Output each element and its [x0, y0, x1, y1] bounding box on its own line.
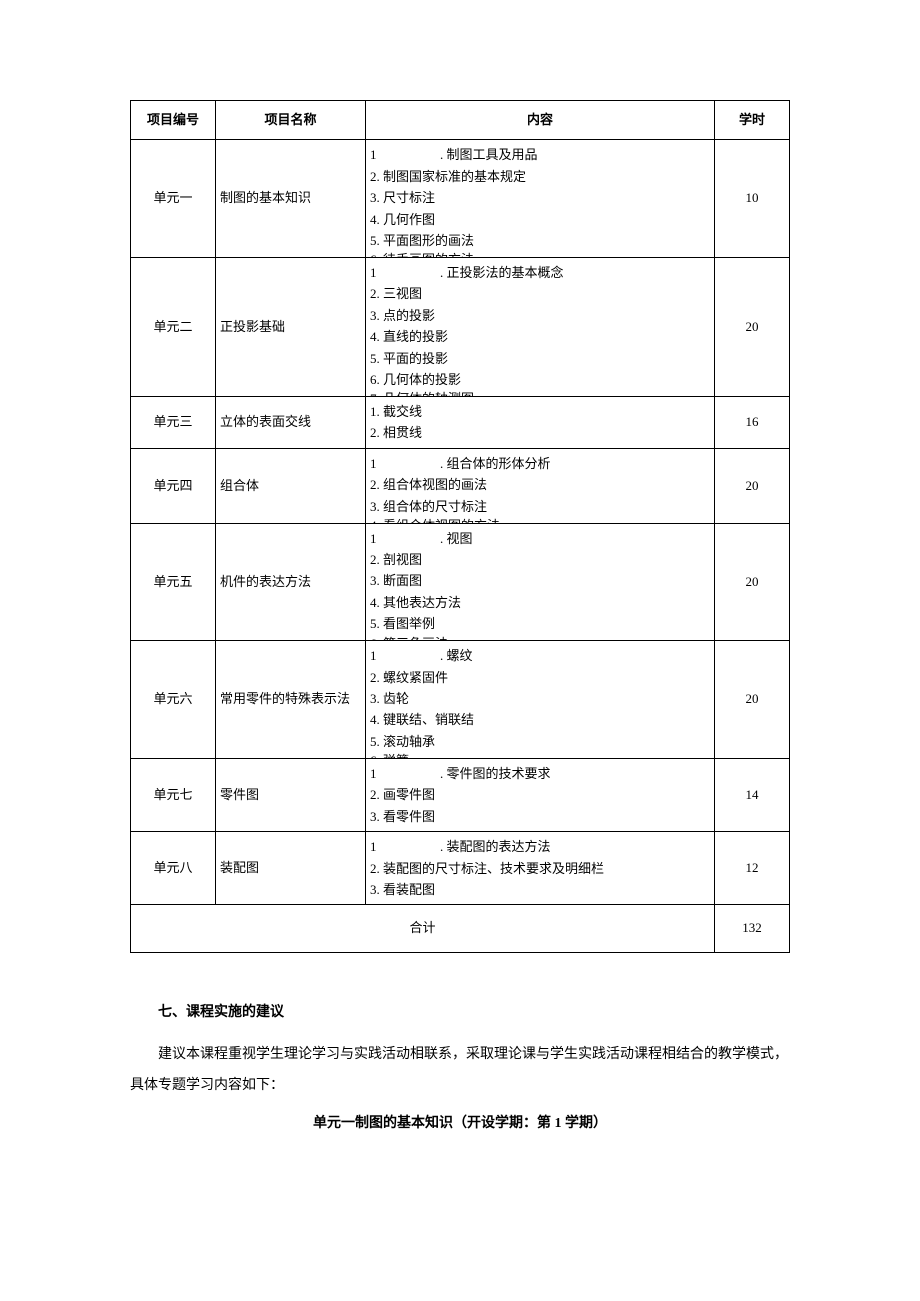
table-row: 单元五机件的表达方法1. 视图 2. 剖视图3. 断面图4. 其他表达方法5. 看…	[131, 523, 790, 641]
content-line: 2. 画零件图	[370, 784, 710, 805]
table-row: 单元八装配图1. 装配图的表达方法 2. 装配图的尺寸标注、技术要求及明细栏3. …	[131, 832, 790, 905]
cell-hours: 10	[715, 140, 790, 258]
content-first-num: 1	[370, 528, 440, 549]
center-heading: 单元一制图的基本知识（开设学期：第 1 学期）	[130, 1114, 790, 1134]
cell-name: 装配图	[216, 832, 366, 905]
content-first-num: 1	[370, 262, 440, 283]
content-line: 5. 看图举例	[370, 613, 710, 634]
content-line: 4. 几何作图	[370, 209, 710, 230]
header-content: 内容	[366, 101, 715, 140]
content-line: 2. 三视图	[370, 283, 710, 304]
header-unit: 项目编号	[131, 101, 216, 140]
table-row: 单元四组合体1. 组合体的形体分析 2. 组合体视图的画法3. 组合体的尺寸标注4…	[131, 448, 790, 523]
cell-total-label: 合计	[131, 905, 715, 952]
content-line: 2. 制图国家标准的基本规定	[370, 166, 710, 187]
table-row: 单元一制图的基本知识1. 制图工具及用品 2. 制图国家标准的基本规定3. 尺寸标…	[131, 140, 790, 258]
content-line: 1. 截交线	[370, 401, 710, 422]
content-overflow-line: 7. 几何体的轴测图	[370, 388, 710, 396]
cell-content: 1. 零件图的技术要求 2. 画零件图3. 看零件图	[366, 758, 715, 831]
content-first-num: 1	[370, 645, 440, 666]
cell-unit: 单元三	[131, 396, 216, 448]
content-line: 2. 螺纹紧固件	[370, 667, 710, 688]
table-row: 单元三立体的表面交线1. 截交线2. 相贯线16	[131, 396, 790, 448]
content-overflow-line: 4. 看组合体视图的方法	[370, 515, 710, 523]
cell-unit: 单元八	[131, 832, 216, 905]
content-line: 6. 几何体的投影	[370, 369, 710, 390]
cell-hours: 20	[715, 257, 790, 396]
content-line: 4. 直线的投影	[370, 326, 710, 347]
cell-unit: 单元一	[131, 140, 216, 258]
content-line: 3. 看装配图	[370, 879, 710, 900]
content-first-text: . 正投影法的基本概念	[440, 265, 564, 280]
content-line: 3. 齿轮	[370, 688, 710, 709]
content-first-num: 1	[370, 144, 440, 165]
cell-content: 1. 组合体的形体分析 2. 组合体视图的画法3. 组合体的尺寸标注4. 看组合体…	[366, 448, 715, 523]
content-line: 2. 相贯线	[370, 422, 710, 443]
content-first-text: . 组合体的形体分析	[440, 456, 551, 471]
content-line: 5. 平面的投影	[370, 348, 710, 369]
content-first-text: . 零件图的技术要求	[440, 766, 551, 781]
content-line: 2. 装配图的尺寸标注、技术要求及明细栏	[370, 858, 710, 879]
content-line: 3. 组合体的尺寸标注	[370, 496, 710, 517]
content-line: 3. 尺寸标注	[370, 187, 710, 208]
cell-name: 机件的表达方法	[216, 523, 366, 641]
cell-content: 1. 正投影法的基本概念 2. 三视图3. 点的投影4. 直线的投影5. 平面的投…	[366, 257, 715, 396]
cell-name: 正投影基础	[216, 257, 366, 396]
header-name: 项目名称	[216, 101, 366, 140]
cell-hours: 20	[715, 523, 790, 641]
table-row: 单元七零件图1. 零件图的技术要求 2. 画零件图3. 看零件图14	[131, 758, 790, 831]
cell-hours: 14	[715, 758, 790, 831]
cell-content: 1. 装配图的表达方法 2. 装配图的尺寸标注、技术要求及明细栏3. 看装配图	[366, 832, 715, 905]
cell-unit: 单元七	[131, 758, 216, 831]
table-row: 单元二正投影基础1. 正投影法的基本概念 2. 三视图3. 点的投影4. 直线的投…	[131, 257, 790, 396]
cell-unit: 单元二	[131, 257, 216, 396]
cell-hours: 16	[715, 396, 790, 448]
cell-name: 立体的表面交线	[216, 396, 366, 448]
cell-unit: 单元四	[131, 448, 216, 523]
cell-hours: 20	[715, 641, 790, 759]
table-body: 单元一制图的基本知识1. 制图工具及用品2. 制图国家标准的基本规定3. 尺寸标…	[131, 140, 790, 952]
content-line: 4. 键联结、销联结	[370, 709, 710, 730]
cell-content: 1. 制图工具及用品 2. 制图国家标准的基本规定3. 尺寸标注4. 几何作图5.…	[366, 140, 715, 258]
cell-content: 1. 螺纹2. 螺纹紧固件3. 齿轮4. 键联结、销联结5. 滚动轴承6. 弹簧	[366, 641, 715, 759]
section-heading: 七、课程实施的建议	[130, 1003, 790, 1023]
content-line: 5. 滚动轴承	[370, 731, 710, 752]
content-first-text: . 视图	[440, 531, 473, 546]
content-first-text: . 制图工具及用品	[440, 147, 538, 162]
cell-content: 1. 截交线2. 相贯线	[366, 396, 715, 448]
cell-name: 组合体	[216, 448, 366, 523]
content-line: 5. 平面图形的画法	[370, 230, 710, 251]
table-header-row: 项目编号 项目名称 内容 学时	[131, 101, 790, 140]
content-first-text: . 装配图的表达方法	[440, 839, 551, 854]
content-line: 4. 其他表达方法	[370, 592, 710, 613]
course-outline-table: 项目编号 项目名称 内容 学时 单元一制图的基本知识1. 制图工具及用品2. 制…	[130, 100, 790, 953]
cell-name: 零件图	[216, 758, 366, 831]
cell-content: 1. 视图 2. 剖视图3. 断面图4. 其他表达方法5. 看图举例6. 第三角画…	[366, 523, 715, 641]
body-paragraph: 建议本课程重视学生理论学习与实践活动相联系，采取理论课与学生实践活动课程相结合的…	[130, 1040, 790, 1102]
content-line: 3. 点的投影	[370, 305, 710, 326]
content-first-num: 1	[370, 763, 440, 784]
content-line: 2. 剖视图	[370, 549, 710, 570]
content-first-num: 1	[370, 453, 440, 474]
table-row: 单元六常用零件的特殊表示法1. 螺纹 2. 螺纹紧固件3. 齿轮4. 键联结、销联…	[131, 641, 790, 759]
content-first-text: . 螺纹	[440, 648, 473, 663]
content-line: 2. 组合体视图的画法	[370, 474, 710, 495]
table-total-row: 合计132	[131, 905, 790, 952]
content-line: 3. 看零件图	[370, 806, 710, 827]
content-overflow-line: 6. 徒手画图的方法	[370, 249, 710, 257]
cell-total-hours: 132	[715, 905, 790, 952]
content-line: 3. 断面图	[370, 570, 710, 591]
content-first-num: 1	[370, 836, 440, 857]
cell-name: 常用零件的特殊表示法	[216, 641, 366, 759]
cell-hours: 20	[715, 448, 790, 523]
cell-unit: 单元五	[131, 523, 216, 641]
cell-hours: 12	[715, 832, 790, 905]
header-hours: 学时	[715, 101, 790, 140]
content-overflow-line: 6. 第三角画法	[370, 633, 710, 641]
cell-name: 制图的基本知识	[216, 140, 366, 258]
cell-unit: 单元六	[131, 641, 216, 759]
